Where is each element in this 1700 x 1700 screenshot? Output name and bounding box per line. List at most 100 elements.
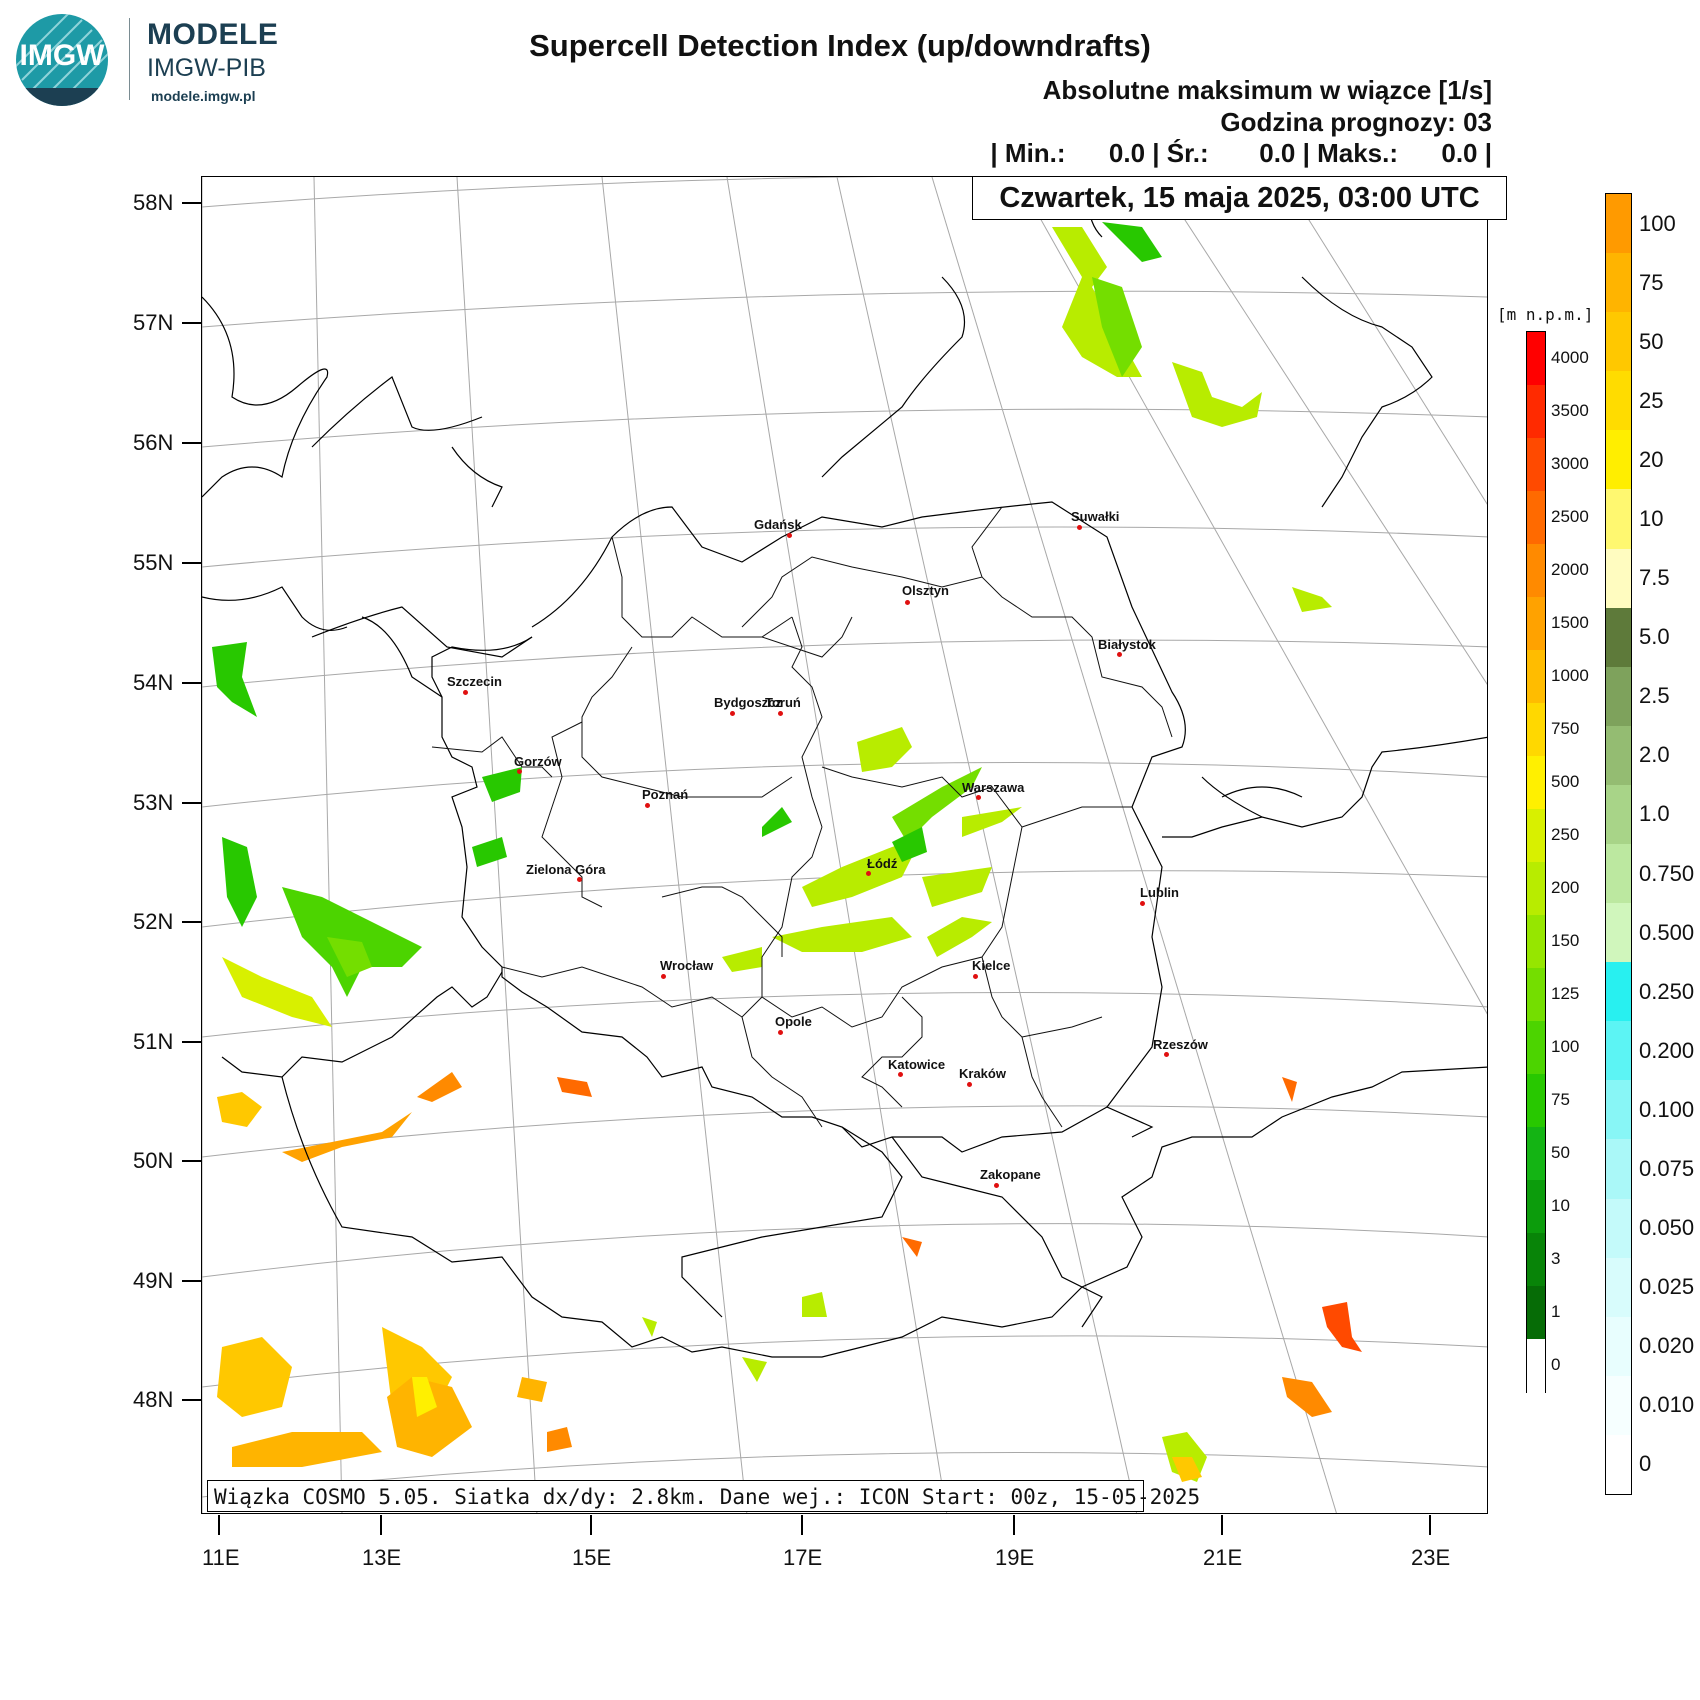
sdi-color-step: [1606, 1257, 1631, 1318]
sdi-label: 2.0: [1639, 742, 1670, 768]
sdi-label: 100: [1639, 210, 1676, 236]
elevation-color-step: [1527, 491, 1545, 545]
elevation-label: 3000: [1551, 453, 1589, 473]
elevation-label: 50: [1551, 1142, 1570, 1162]
elevation-color-step: [1527, 332, 1545, 386]
sdi-label: 0.010: [1639, 1392, 1695, 1418]
elevation-label: 1500: [1551, 612, 1589, 632]
graticule: [202, 177, 1487, 1513]
city-marker: [1140, 901, 1145, 906]
sdi-label: 0.075: [1639, 1156, 1695, 1181]
city-label: Białystok: [1098, 637, 1156, 652]
lat-label: 54N: [133, 670, 174, 695]
lon-label: 17E: [783, 1545, 823, 1570]
lon-tick: [1013, 1515, 1015, 1535]
brand-url[interactable]: modele.imgw.pl: [151, 88, 256, 104]
elevation-label: 750: [1551, 718, 1580, 738]
lat-label: 53N: [133, 790, 174, 815]
lat-tick: [182, 202, 202, 204]
city-marker: [1077, 525, 1082, 530]
lat-tick: [182, 682, 202, 684]
sdi-label: 75: [1639, 269, 1664, 295]
city-marker: [973, 974, 978, 979]
city-marker: [866, 871, 871, 876]
elevation-label: 2500: [1551, 506, 1589, 526]
elevation-label: 1000: [1551, 665, 1589, 685]
map-panel[interactable]: Gdańsk Suwałki Olsztyn Białystok Szczeci…: [201, 176, 1488, 1514]
sdi-color-step: [1606, 1021, 1631, 1081]
sdi-label: 0.500: [1639, 919, 1695, 945]
elevation-color-step: [1527, 968, 1545, 1022]
city-marker: [967, 1082, 972, 1087]
lat-tick: [182, 802, 202, 804]
elevation-color-step: [1527, 438, 1545, 492]
elevation-color-step: [1527, 544, 1545, 598]
sdi-color-step: [1606, 1316, 1631, 1377]
sdi-label: 20: [1639, 446, 1664, 472]
city-label: Szczecin: [447, 674, 502, 689]
elevation-color-step: [1527, 1233, 1545, 1287]
sdi-colorbar: [1605, 193, 1632, 1495]
imgw-logo: IMGW MODELE IMGW-PIB modele.imgw.pl: [12, 10, 312, 110]
svg-text:IMGW: IMGW: [20, 39, 106, 72]
elevation-color-step: [1527, 756, 1545, 810]
lon-tick: [801, 1515, 803, 1535]
city-label: Olsztyn: [902, 583, 949, 598]
lat-tick: [182, 1280, 202, 1282]
brand-subtitle: IMGW-PIB: [147, 54, 266, 82]
sdi-color-step: [1606, 194, 1631, 254]
sdi-color-step: [1606, 725, 1631, 786]
elevation-label: 4000: [1551, 347, 1589, 367]
elevation-label: 250: [1551, 824, 1580, 844]
sdi-label: 0.250: [1639, 978, 1695, 1004]
elevation-color-step: [1527, 703, 1545, 757]
city-marker: [517, 769, 522, 774]
valid-time-label: Czwartek, 15 maja 2025, 03:00 UTC: [972, 176, 1507, 220]
sdi-label: 1.0: [1639, 801, 1670, 827]
elevation-label: 2000: [1551, 559, 1589, 579]
elevation-label: 100: [1551, 1036, 1580, 1056]
sdi-color-step: [1606, 844, 1631, 904]
stats-line: | Min.: 0.0 | Śr.: 0.0 | Maks.: 0.0 |: [990, 138, 1492, 168]
city-label: Toruń: [765, 695, 801, 710]
lon-label: 11E: [202, 1545, 240, 1570]
elevation-color-step: [1527, 1286, 1545, 1340]
elevation-label: 10: [1551, 1195, 1570, 1215]
lat-tick: [182, 442, 202, 444]
logo-separator: [129, 18, 130, 100]
sdi-label: 0.025: [1639, 1274, 1695, 1300]
city-marker: [1117, 652, 1122, 657]
city-label: Kraków: [959, 1066, 1006, 1081]
sdi-color-step: [1606, 312, 1631, 372]
sdi-label: 0.100: [1639, 1096, 1695, 1122]
elevation-color-step: [1527, 597, 1545, 651]
elevation-color-step: [1527, 1074, 1545, 1128]
sdi-color-step: [1606, 1198, 1631, 1259]
sdi-label: 7.5: [1639, 565, 1670, 591]
sdi-label: 0.200: [1639, 1037, 1695, 1063]
elevation-label: 150: [1551, 930, 1580, 950]
lon-label: 15E: [572, 1545, 612, 1570]
elevation-label: 1: [1551, 1301, 1561, 1321]
country-borders: [202, 177, 1487, 1358]
city-marker: [905, 600, 910, 605]
elevation-label: 3500: [1551, 400, 1589, 420]
lat-label: 48N: [133, 1387, 174, 1412]
sdi-label: 0: [1639, 1451, 1652, 1477]
city-marker: [898, 1072, 903, 1077]
city-label: Warszawa: [962, 780, 1025, 795]
city-marker: [645, 803, 650, 808]
lat-label: 49N: [133, 1268, 174, 1293]
lon-tick: [590, 1515, 592, 1535]
elevation-label: 200: [1551, 877, 1580, 897]
city-marker: [994, 1183, 999, 1188]
city-marker: [778, 711, 783, 716]
elevation-color-step: [1527, 1127, 1545, 1181]
sdi-label: 10: [1639, 506, 1664, 531]
city-label: Gdańsk: [754, 517, 802, 532]
lon-tick: [218, 1515, 220, 1535]
city-label: Poznań: [642, 787, 689, 802]
city-label: Suwałki: [1071, 509, 1120, 524]
elevation-color-step: [1527, 650, 1545, 704]
sdi-field-patches: [212, 222, 1362, 1482]
